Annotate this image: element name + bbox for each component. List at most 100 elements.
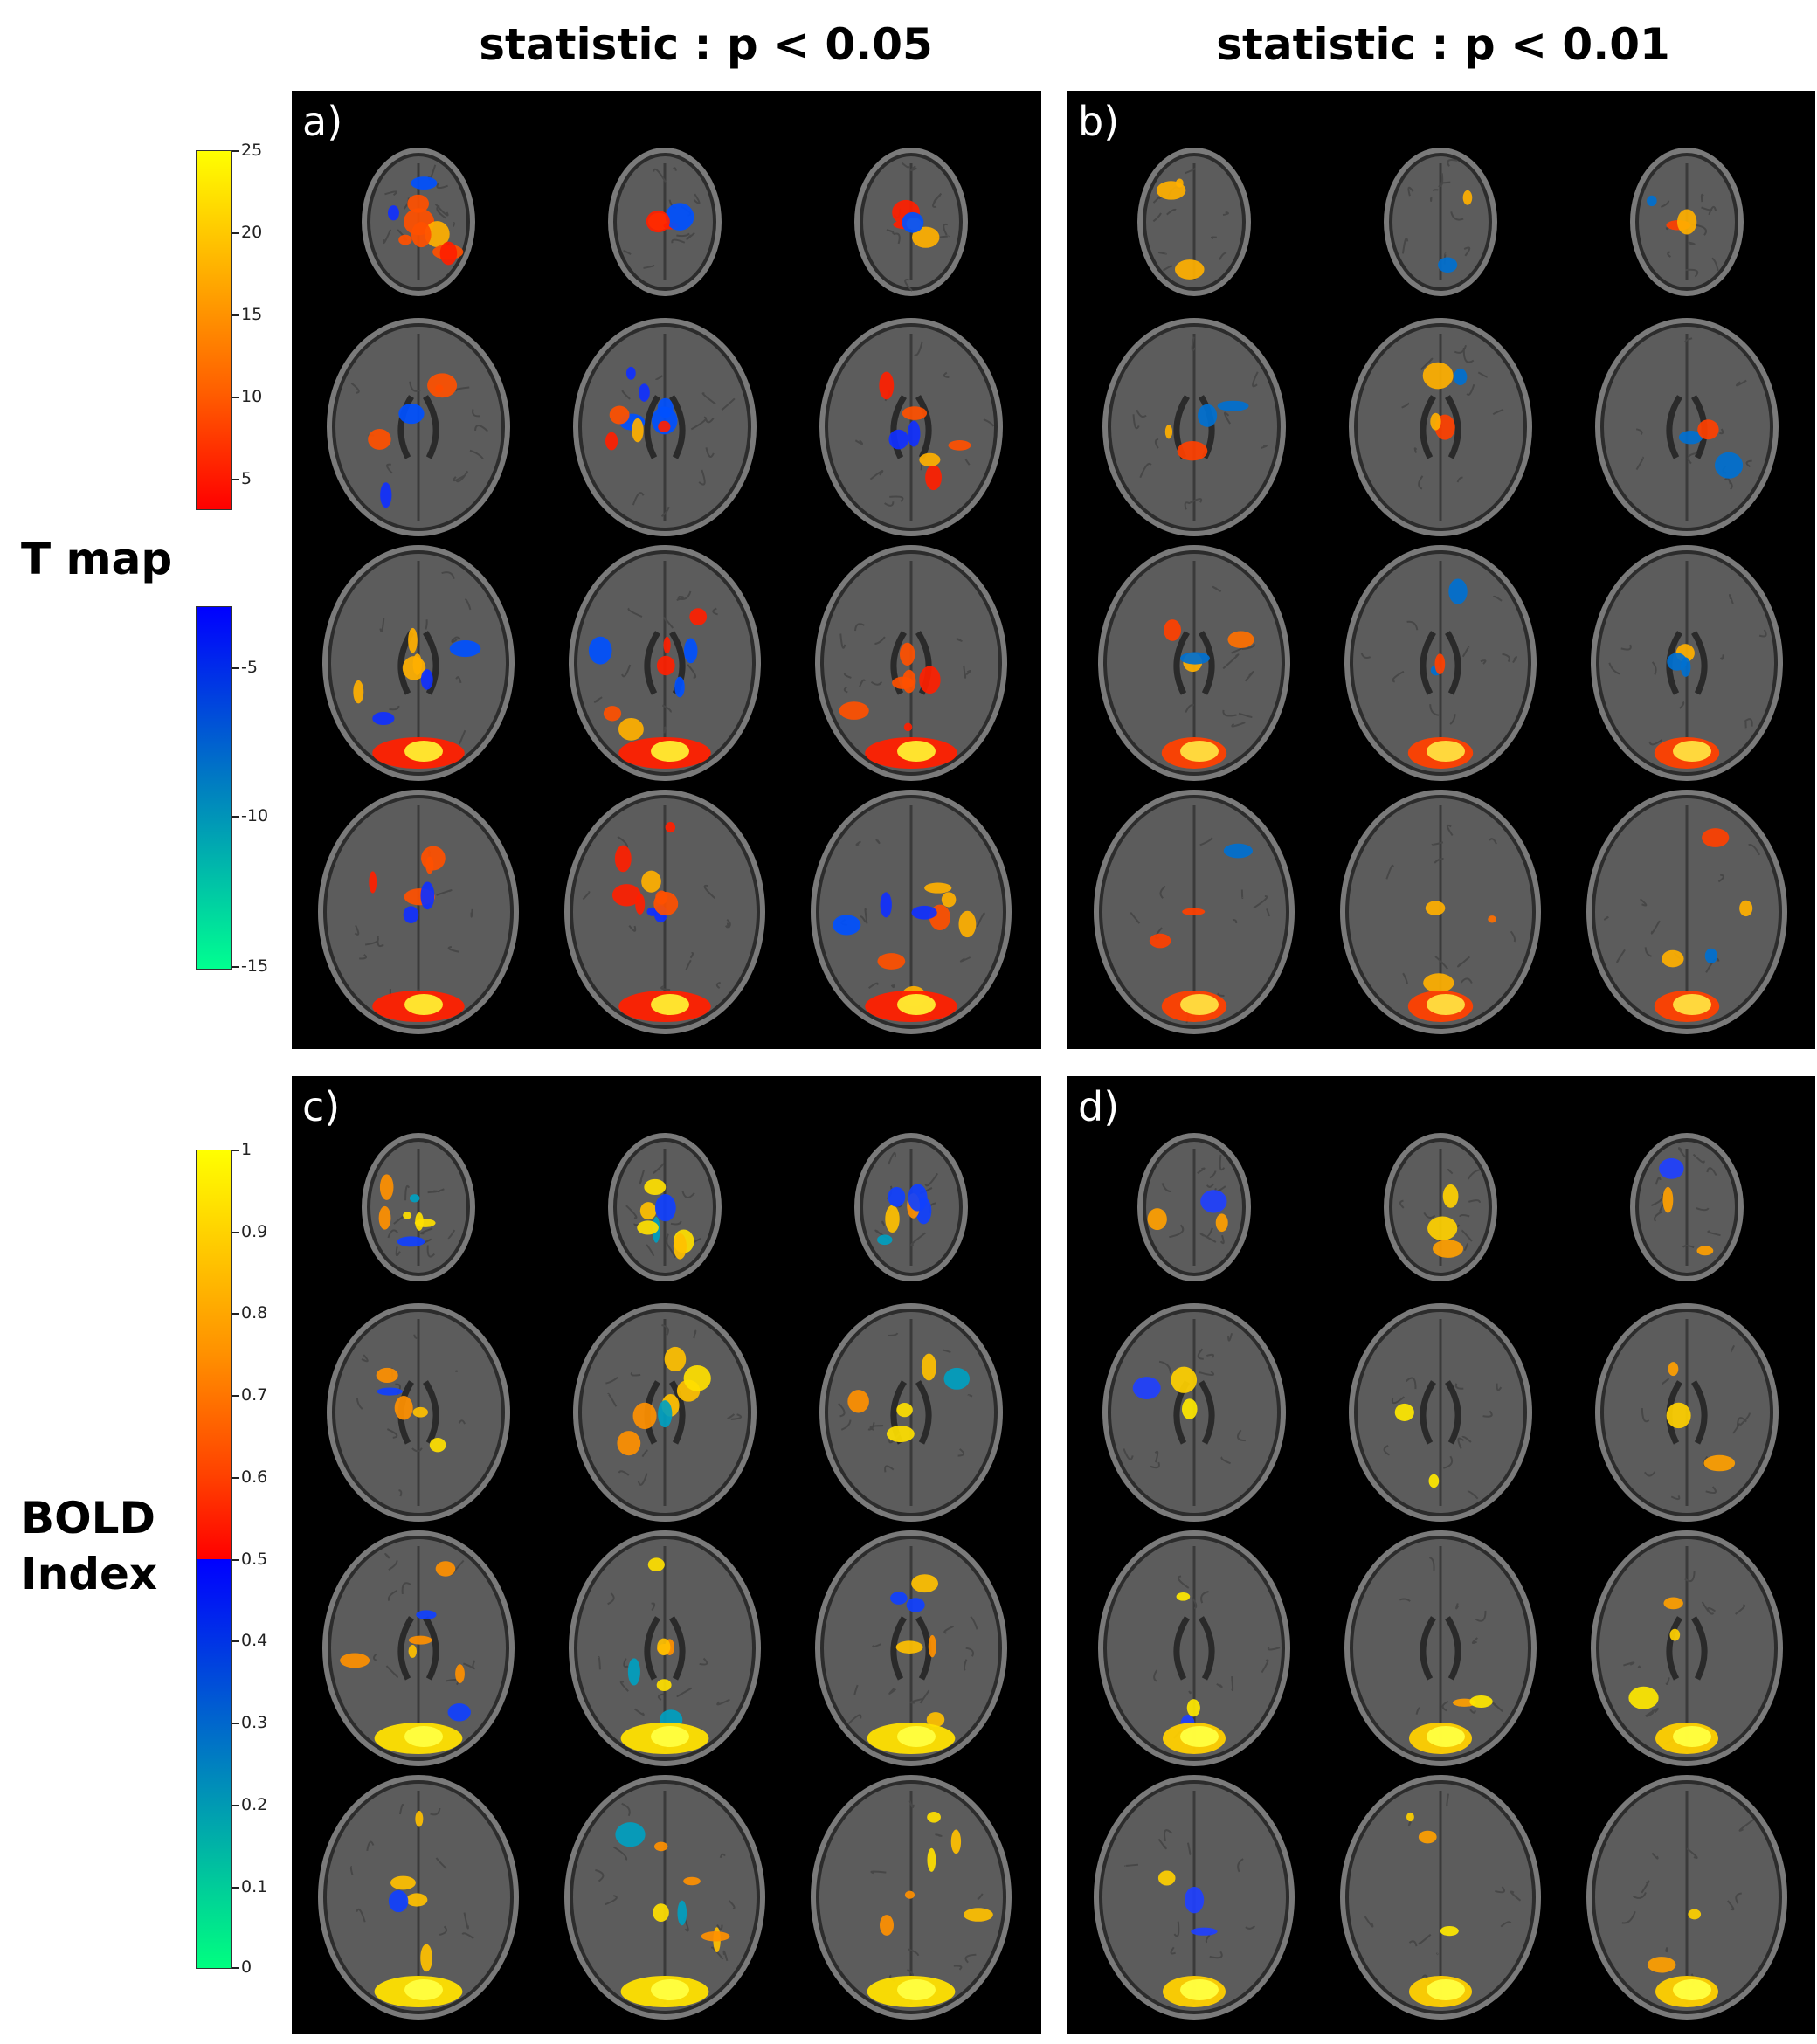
colorbar-tickmark-bold-5 bbox=[232, 1559, 239, 1561]
panel-label-b: b) bbox=[1078, 98, 1120, 145]
brain-slice-a-1-2 bbox=[819, 318, 1003, 536]
panel-label-d: d) bbox=[1078, 1083, 1120, 1130]
brain-slice-a-1-0 bbox=[327, 318, 510, 536]
brain-slice-a-1-1 bbox=[573, 318, 757, 536]
brain-slice-b-2-2 bbox=[1591, 545, 1783, 781]
brain-slice-d-1-1 bbox=[1349, 1303, 1532, 1522]
brain-slice-a-0-2 bbox=[854, 148, 968, 296]
brain-slice-a-3-2 bbox=[811, 790, 1012, 1034]
brain-slice-d-1-0 bbox=[1102, 1303, 1286, 1522]
brain-slice-c-1-0 bbox=[327, 1303, 510, 1522]
column-title-p005: statistic : p < 0.05 bbox=[479, 19, 933, 70]
colorbar-tick-bold-4: 0.6 bbox=[241, 1467, 268, 1487]
brain-slice-a-3-1 bbox=[564, 790, 765, 1034]
brain-slice-c-2-1 bbox=[569, 1530, 761, 1766]
colorbar-tick-bold-1: 0.9 bbox=[241, 1222, 268, 1241]
colorbar-tick-bold-7: 0.3 bbox=[241, 1713, 268, 1732]
brain-slice-b-2-0 bbox=[1098, 545, 1290, 781]
row-title-bold-line1: BOLD bbox=[21, 1493, 155, 1543]
colorbar-tickmark-bold-4 bbox=[232, 1477, 239, 1479]
brain-slice-b-3-0 bbox=[1094, 790, 1295, 1034]
brain-slice-a-0-1 bbox=[608, 148, 722, 296]
brain-slice-d-3-0 bbox=[1094, 1775, 1295, 2020]
brain-slice-c-3-0 bbox=[318, 1775, 519, 2020]
brain-slice-d-2-1 bbox=[1344, 1530, 1537, 1766]
brain-slices-b bbox=[1094, 148, 1787, 1034]
colorbar-tickmark-bold-3 bbox=[232, 1395, 239, 1397]
panel-a: a) bbox=[292, 91, 1041, 1049]
brain-slice-c-3-1 bbox=[564, 1775, 765, 2020]
colorbar-tickmark-bold-8 bbox=[232, 1805, 239, 1806]
brain-slice-d-3-2 bbox=[1586, 1775, 1787, 2020]
brain-slice-c-0-2 bbox=[854, 1133, 968, 1281]
brain-slice-c-1-1 bbox=[573, 1303, 757, 1522]
brain-slice-d-0-0 bbox=[1137, 1133, 1251, 1281]
colorbar-tick-bold-8: 0.2 bbox=[241, 1795, 268, 1814]
brain-slice-b-3-1 bbox=[1340, 790, 1541, 1034]
colorbar-tick-tmap-pos-1: 20 bbox=[241, 223, 263, 242]
brain-slice-b-0-0 bbox=[1137, 148, 1251, 296]
colorbar-tick-bold-3: 0.7 bbox=[241, 1385, 268, 1405]
colorbar-tmap-negative bbox=[196, 606, 232, 970]
row-title-bold-index: BOLD Index bbox=[21, 1490, 157, 1602]
colorbar-tickmark-tmap-pos-3 bbox=[232, 397, 239, 398]
colorbar-tickmark-bold-1 bbox=[232, 1232, 239, 1233]
brain-slice-b-0-2 bbox=[1630, 148, 1744, 296]
brain-slices-d bbox=[1094, 1133, 1787, 2020]
colorbar-tickmark-tmap-neg-1 bbox=[232, 816, 239, 818]
brain-slice-a-2-1 bbox=[569, 545, 761, 781]
brain-slice-a-0-0 bbox=[362, 148, 475, 296]
brain-slice-a-3-0 bbox=[318, 790, 519, 1034]
colorbar-tick-tmap-neg-2: -15 bbox=[241, 956, 269, 976]
colorbar-tick-bold-10: 0 bbox=[241, 1958, 252, 1977]
colorbar-tick-tmap-neg-1: -10 bbox=[241, 806, 269, 825]
colorbar-tickmark-tmap-pos-0 bbox=[232, 150, 239, 152]
row-title-tmap-text: T map bbox=[21, 534, 173, 584]
colorbar-tick-tmap-pos-4: 5 bbox=[241, 469, 252, 488]
colorbar-tickmark-bold-0 bbox=[232, 1150, 239, 1151]
colorbar-tmap-positive bbox=[196, 150, 232, 510]
brain-slices-c bbox=[318, 1133, 1012, 2020]
panel-label-c: c) bbox=[302, 1083, 341, 1130]
brain-slice-b-1-1 bbox=[1349, 318, 1532, 536]
brain-slice-c-3-2 bbox=[811, 1775, 1012, 2020]
colorbar-tickmark-bold-7 bbox=[232, 1723, 239, 1724]
colorbar-tick-tmap-pos-2: 15 bbox=[241, 305, 263, 324]
brain-slice-d-3-1 bbox=[1340, 1775, 1541, 2020]
colorbar-tickmark-tmap-pos-2 bbox=[232, 314, 239, 316]
colorbar-tick-bold-9: 0.1 bbox=[241, 1877, 268, 1896]
brain-slice-b-1-0 bbox=[1102, 318, 1286, 536]
panel-c: c) bbox=[292, 1076, 1041, 2034]
row-title-bold-line2: Index bbox=[21, 1549, 158, 1599]
colorbar-tick-tmap-pos-3: 10 bbox=[241, 387, 263, 406]
brain-slice-a-2-2 bbox=[815, 545, 1007, 781]
colorbar-tick-tmap-pos-0: 25 bbox=[241, 141, 263, 160]
panel-label-a: a) bbox=[302, 98, 343, 145]
brain-slice-c-2-2 bbox=[815, 1530, 1007, 1766]
brain-slice-d-0-1 bbox=[1384, 1133, 1497, 1281]
colorbar-tickmark-bold-9 bbox=[232, 1887, 239, 1889]
brain-slice-d-1-2 bbox=[1595, 1303, 1779, 1522]
brain-slice-c-1-2 bbox=[819, 1303, 1003, 1522]
brain-slice-d-0-2 bbox=[1630, 1133, 1744, 1281]
brain-slice-b-2-1 bbox=[1344, 545, 1537, 781]
brain-slice-d-2-2 bbox=[1591, 1530, 1783, 1766]
brain-slices-a bbox=[318, 148, 1012, 1034]
colorbar-tickmark-tmap-pos-4 bbox=[232, 479, 239, 480]
column-title-p001: statistic : p < 0.01 bbox=[1216, 19, 1670, 70]
brain-slice-a-2-0 bbox=[322, 545, 515, 781]
colorbar-tickmark-bold-10 bbox=[232, 1967, 239, 1969]
brain-slice-d-2-0 bbox=[1098, 1530, 1290, 1766]
colorbar-tick-bold-2: 0.8 bbox=[241, 1303, 268, 1322]
colorbar-tickmark-bold-6 bbox=[232, 1640, 239, 1642]
colorbar-tick-bold-6: 0.4 bbox=[241, 1631, 268, 1650]
colorbar-tickmark-tmap-neg-2 bbox=[232, 966, 239, 968]
colorbar-bold-index bbox=[196, 1150, 232, 1969]
colorbar-tickmark-tmap-neg-0 bbox=[232, 667, 239, 669]
row-title-tmap: T map bbox=[21, 531, 172, 587]
brain-slice-b-3-2 bbox=[1586, 790, 1787, 1034]
panel-b: b) bbox=[1067, 91, 1815, 1049]
brain-slice-c-0-0 bbox=[362, 1133, 475, 1281]
panel-d: d) bbox=[1067, 1076, 1815, 2034]
brain-slice-c-0-1 bbox=[608, 1133, 722, 1281]
